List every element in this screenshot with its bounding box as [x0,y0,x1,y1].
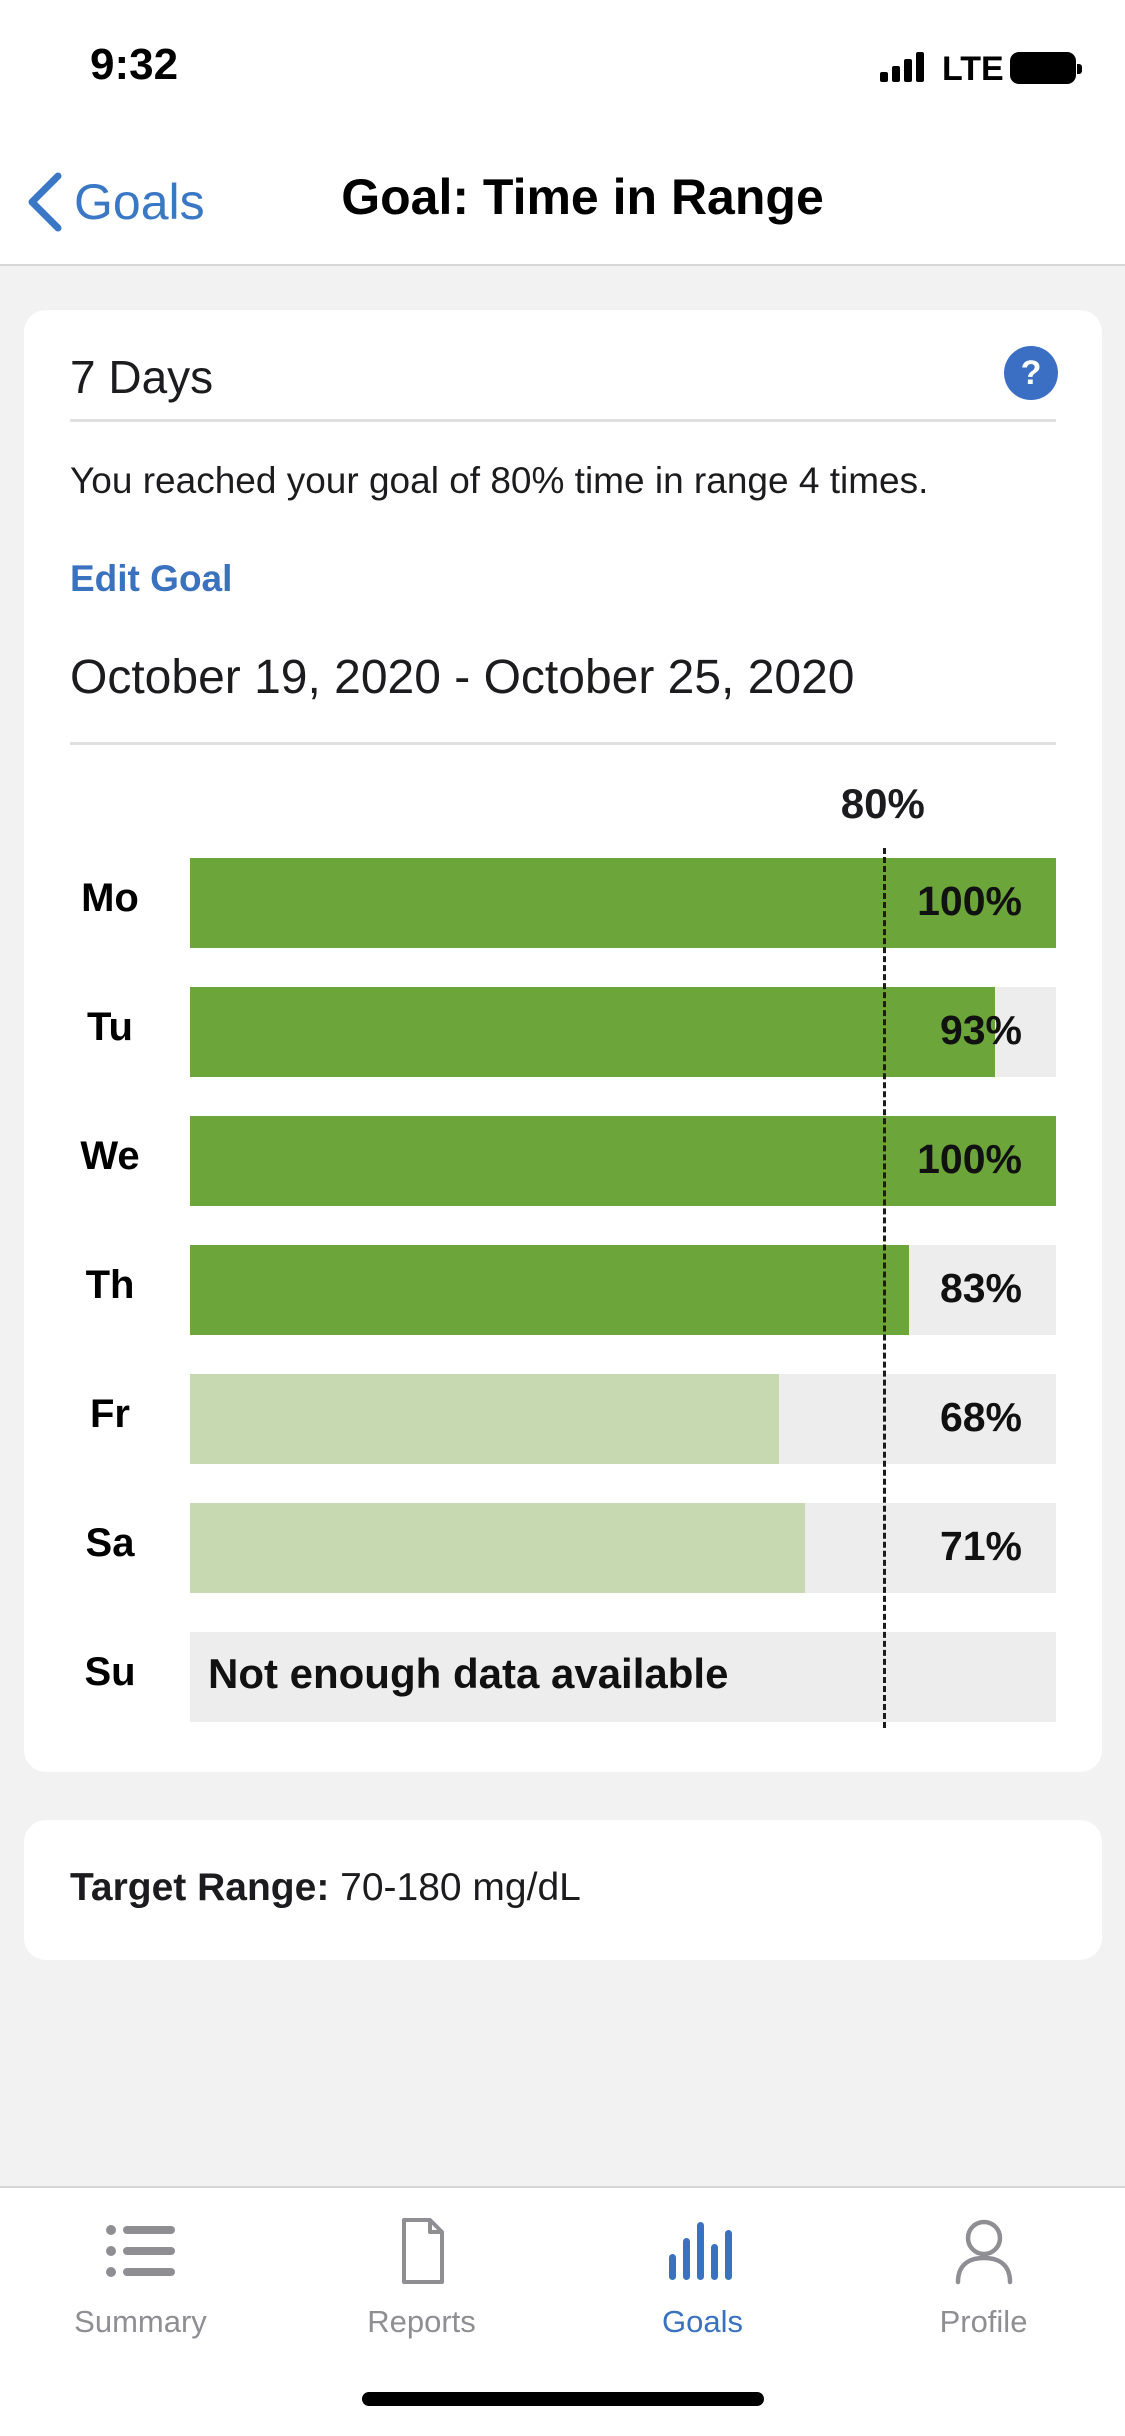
cellular-signal-icon [880,52,924,82]
chevron-left-icon [28,172,62,232]
target-range-label: Target Range: [70,1866,330,1909]
target-range: Target Range: 70-180 mg/dL [70,1866,581,1910]
home-indicator [362,2392,764,2406]
bar-value-label: 71% [939,1523,1022,1569]
person-icon [955,2219,1012,2285]
tab-label: Profile [939,2304,1028,2339]
day-label: Fr [90,1392,130,1436]
day-label: Tu [87,1005,133,1049]
no-data-label: Not enough data available [208,1650,729,1697]
bar-track: 83% [190,1245,1056,1335]
status-bar: 9:32 LTE [0,0,1125,140]
date-range-header: October 19, 2020 - October 25, 2020 [70,650,1056,745]
bar-row-we: We 100% [70,1116,1056,1206]
tab-reports[interactable]: Reports [281,2216,562,2340]
battery-icon [1010,52,1082,84]
bar-track: 68% [190,1374,1056,1464]
bar-row-mo: Mo 100% [70,858,1056,948]
period-label: 7 Days [70,351,214,403]
bar-row-th: Th 83% [70,1245,1056,1335]
goal-line-label: 80% [840,780,925,827]
navigation-bar: Goals Goal: Time in Range [0,140,1125,266]
bar-value-label: 100% [917,1136,1022,1182]
bar-fill [190,1245,909,1335]
tab-goals[interactable]: Goals [562,2216,843,2340]
bar-track: 71% [190,1503,1056,1593]
bar-fill [190,1116,1056,1206]
bar-fill [190,858,1056,948]
goal-line [882,848,886,1728]
day-label: Mo [81,876,139,920]
bar-row-su: Su Not enough data available [70,1632,1056,1722]
tab-label: Goals [662,2304,743,2339]
goal-card: 7 Days ? You reached your goal of 80% ti… [24,310,1102,1772]
back-label: Goals [74,174,205,230]
bar-value-label: 93% [939,1007,1022,1053]
document-icon [401,2218,444,2284]
help-icon[interactable]: ? [1004,346,1058,400]
day-label: Th [85,1263,135,1307]
tab-summary[interactable]: Summary [0,2216,281,2340]
bar-track: Not enough data available [190,1632,1056,1722]
day-label: We [80,1134,140,1178]
list-icon [105,2225,175,2277]
goal-summary: You reached your goal of 80% time in ran… [70,460,929,501]
bar-row-sa: Sa 71% [70,1503,1056,1593]
status-time: 9:32 [90,40,179,89]
bar-track: 93% [190,987,1056,1077]
target-range-card: Target Range: 70-180 mg/dL [24,1820,1102,1960]
bar-row-fr: Fr 68% [70,1374,1056,1464]
bar-track: 100% [190,858,1056,948]
date-range: October 19, 2020 - October 25, 2020 [70,651,855,704]
period-header: 7 Days ? [70,346,1058,422]
day-label: Su [84,1650,136,1694]
bar-track: 100% [190,1116,1056,1206]
bar-value-label: 83% [939,1265,1022,1311]
edit-goal-link[interactable]: Edit Goal [70,558,233,599]
target-range-value: 70-180 mg/dL [340,1866,581,1909]
bar-row-tu: Tu 93% [70,987,1056,1077]
bar-fill [190,1374,779,1464]
bar-value-label: 100% [917,878,1022,924]
bar-fill [190,987,996,1077]
tab-profile[interactable]: Profile [843,2216,1124,2340]
back-button[interactable]: Goals [22,162,205,242]
page-title: Goal: Time in Range [341,169,824,225]
tab-label: Summary [74,2304,207,2339]
time-in-range-chart: 80% Mo 100% Tu 93% We 100% Th 83% Fr 68% Sa 71% Su No… [70,770,1080,1750]
bar-fill [190,1503,805,1593]
network-type: LTE [942,50,1004,88]
bar-chart-icon [668,2222,732,2280]
bar-value-label: 68% [939,1394,1022,1440]
tab-label: Reports [367,2304,476,2339]
day-label: Sa [85,1521,135,1565]
